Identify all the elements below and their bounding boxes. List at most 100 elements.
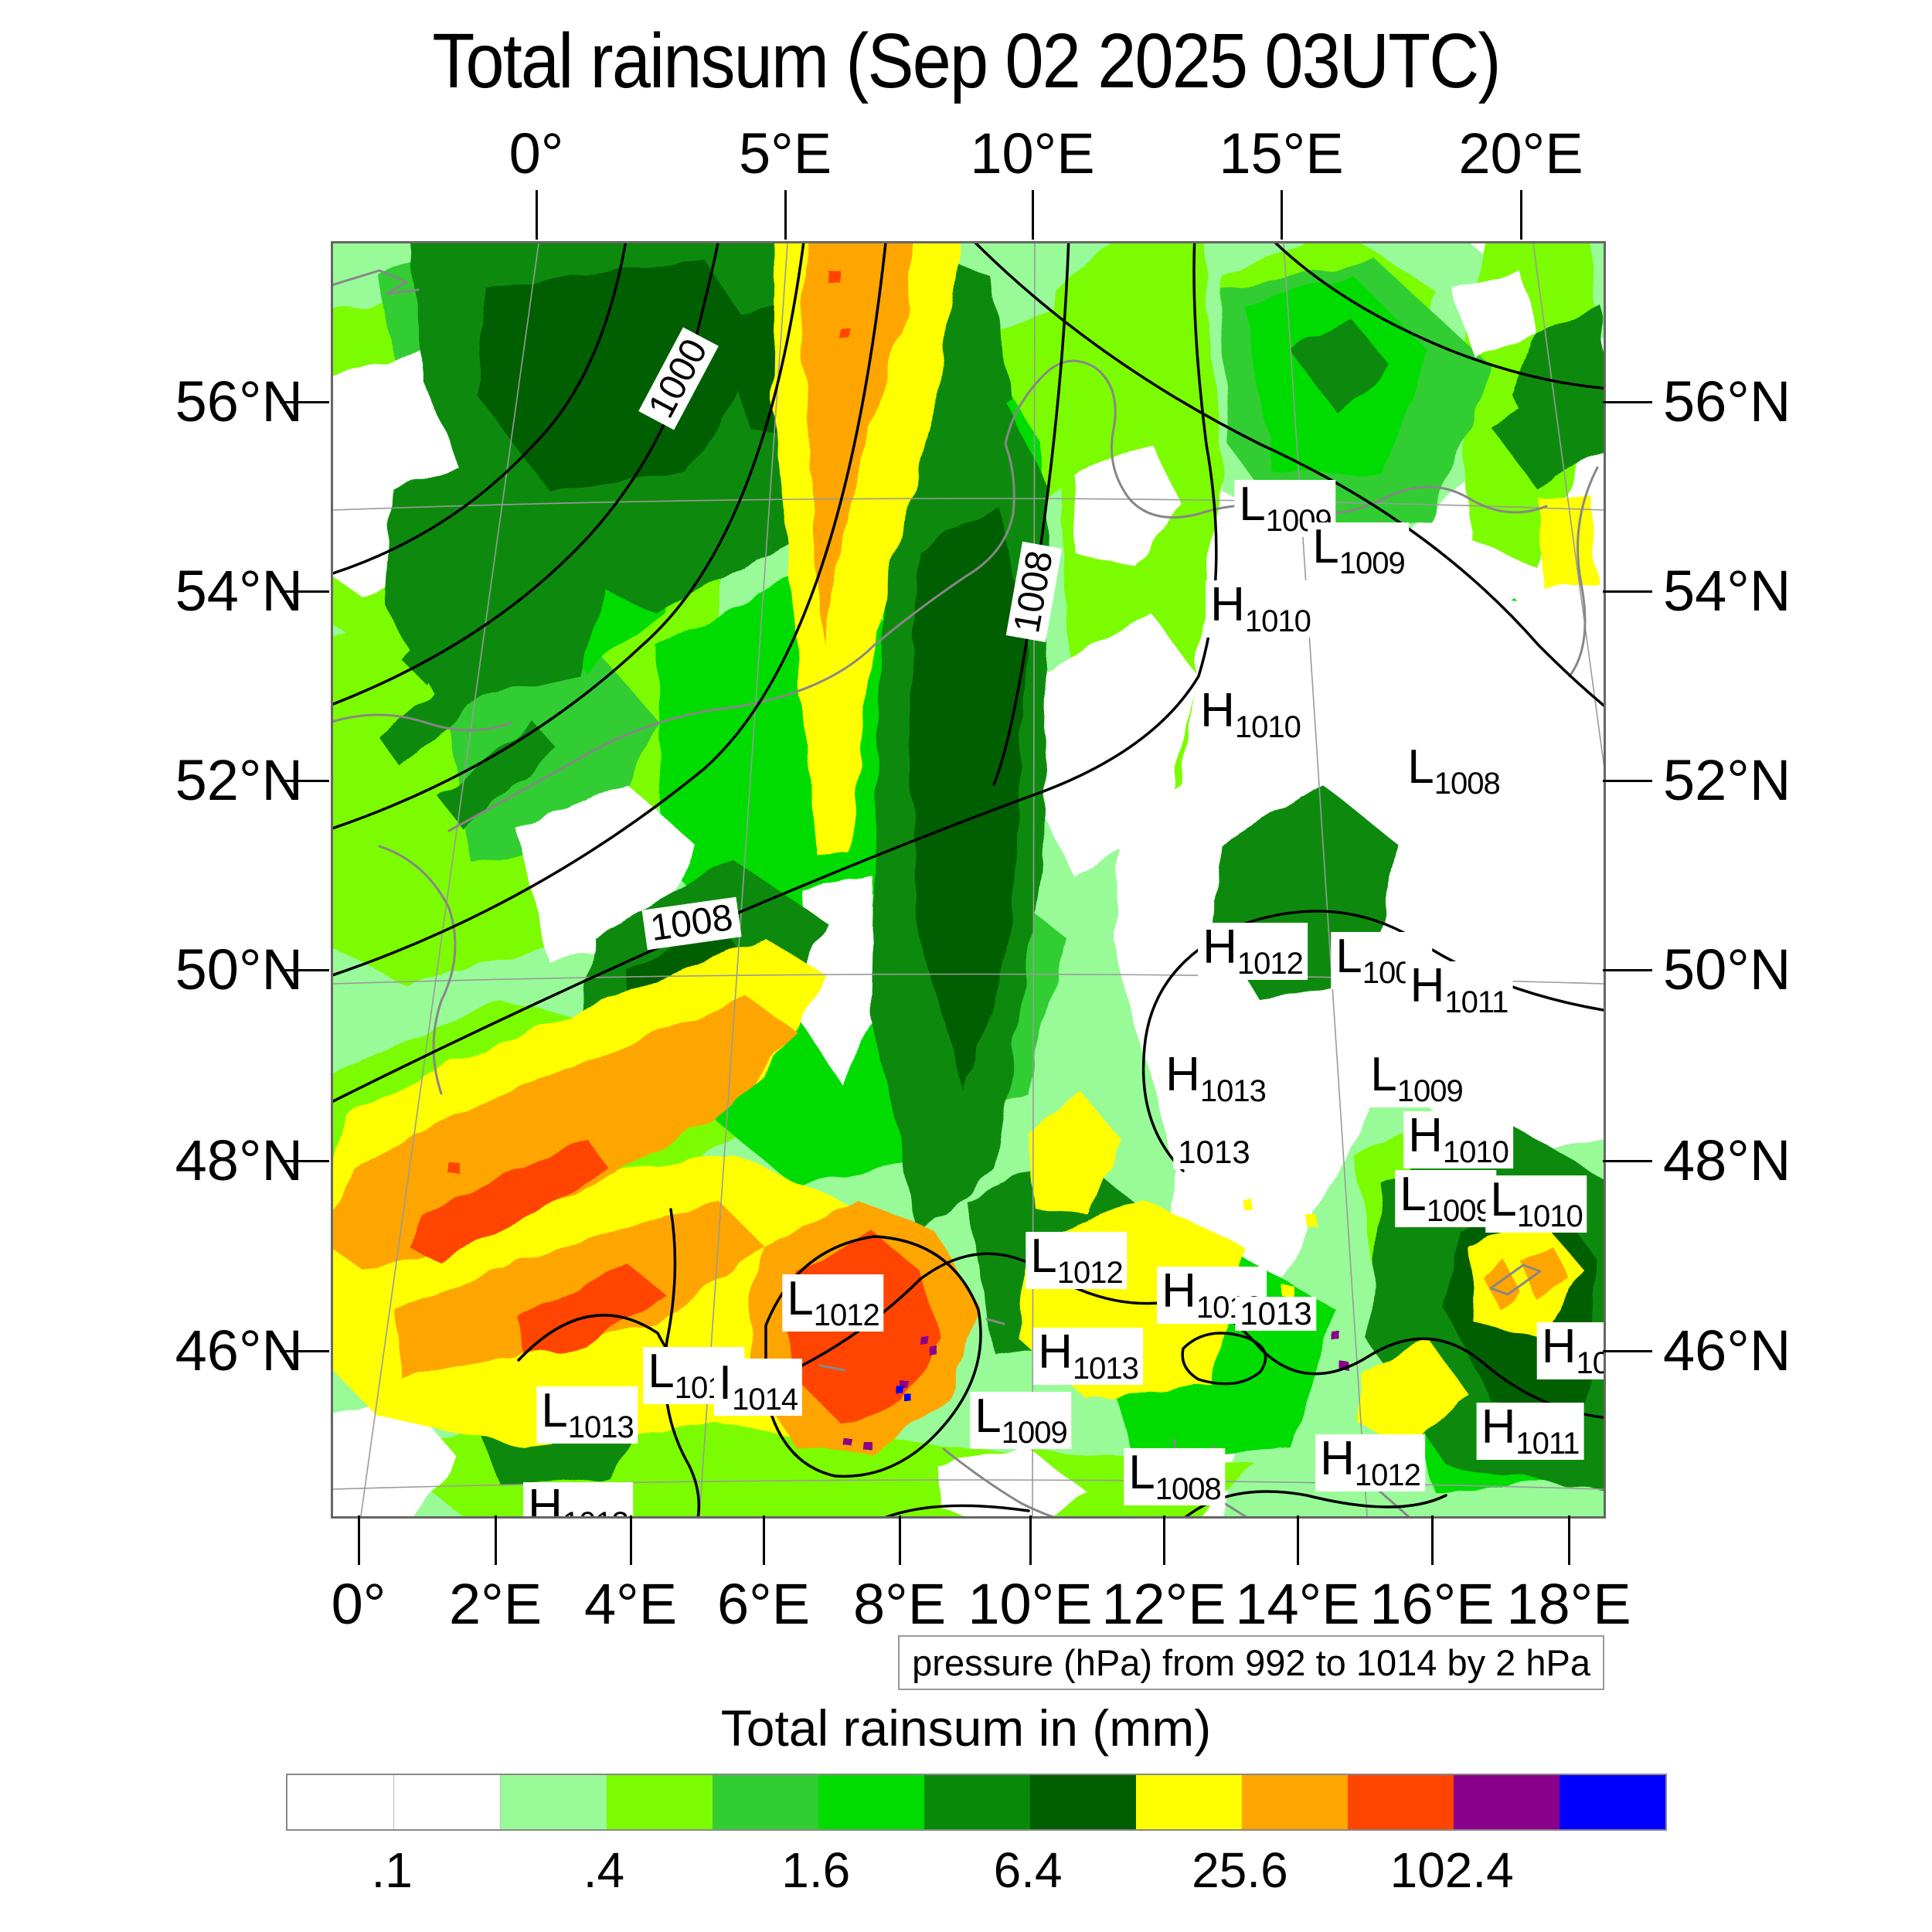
right-axis-tick [1603, 1159, 1652, 1162]
right-axis-label: 52°N [1663, 748, 1791, 812]
legend-tick-label: 6.4 [993, 1842, 1063, 1898]
right-axis-tick [1603, 1349, 1652, 1352]
left-axis-label: 52°N [175, 748, 303, 812]
left-axis-tick [280, 1159, 329, 1162]
legend-tick-label: 25.6 [1192, 1842, 1288, 1898]
right-axis-label: 48°N [1663, 1128, 1791, 1192]
pressure-center-label: L1008 [1124, 1448, 1226, 1505]
bottom-axis-label: 16°E [1369, 1572, 1495, 1636]
left-axis-tick [280, 400, 329, 403]
left-axis-tick [280, 779, 329, 782]
legend-title: Total rainsum in (mm) [720, 1699, 1212, 1757]
contour-value-label: 1013 [1235, 1297, 1317, 1331]
pressure-center-label: L1010 [1485, 1175, 1587, 1233]
top-axis-label: 15°E [1219, 121, 1344, 185]
pressure-center-label: L1012 [782, 1274, 884, 1332]
legend-swatch [607, 1775, 713, 1829]
bottom-axis-label: 14°E [1235, 1572, 1360, 1636]
pressure-center-label: H1012 [1315, 1434, 1425, 1492]
top-axis-label: 10°E [970, 121, 1095, 185]
pressure-center-label: H1012 [1198, 923, 1308, 980]
pressure-center-label: L1008 [1403, 743, 1505, 800]
legend-colorbar [286, 1774, 1667, 1831]
legend-swatch [1030, 1775, 1136, 1829]
pressure-center-label: H1013 [523, 1482, 633, 1516]
top-axis-label: 0° [509, 121, 564, 185]
map-panel: L1009 L1009 H1010 H1010 L1008 H1012 L1009 H1011… [331, 241, 1606, 1519]
bottom-axis-tick [1029, 1515, 1032, 1565]
pressure-center-label: H1010 [1403, 1111, 1513, 1168]
legend-swatch [1560, 1775, 1665, 1829]
legend-swatch [1242, 1775, 1348, 1829]
bottom-axis-tick [1430, 1515, 1434, 1565]
pressure-center-label: L1012 [1026, 1232, 1128, 1289]
right-axis-tick [1603, 400, 1652, 403]
bottom-axis-tick [494, 1515, 497, 1565]
left-axis-tick [280, 968, 329, 971]
top-axis-label: 5°E [738, 121, 832, 185]
pressure-center-label: L1009 [970, 1392, 1072, 1449]
left-axis-tick [280, 1349, 329, 1352]
pressure-center-label: H1013 [1161, 1050, 1270, 1107]
bottom-axis-tick [762, 1515, 765, 1565]
right-axis-tick [1603, 779, 1652, 782]
legend-swatch [924, 1775, 1030, 1829]
contour-value-label: 1013 [1173, 1135, 1255, 1169]
bottom-axis-tick [1296, 1515, 1299, 1565]
pressure-center-label: L1009 [1366, 1050, 1468, 1107]
bottom-axis-label: 8°E [852, 1572, 947, 1636]
map-graphic [333, 243, 1604, 1516]
legend-swatch [287, 1775, 394, 1829]
legend-tick-label: .1 [371, 1842, 413, 1898]
top-axis-tick [1519, 190, 1522, 240]
bottom-axis-tick [357, 1515, 360, 1565]
bottom-axis-tick [629, 1515, 632, 1565]
left-axis-label: 56°N [175, 369, 303, 434]
pressure-center-label: H1011 [1476, 1403, 1584, 1460]
rain-field [333, 243, 1604, 1516]
pressure-center-label: L1013 [536, 1386, 638, 1444]
legend-swatch [818, 1775, 924, 1829]
legend-tick-label: 102.4 [1389, 1842, 1514, 1898]
right-axis-tick [1603, 968, 1652, 971]
pressure-center-label: H1013 [1157, 1267, 1267, 1324]
legend-swatch [713, 1775, 818, 1829]
right-axis-label: 50°N [1663, 937, 1791, 1002]
left-axis-label: 48°N [175, 1128, 303, 1192]
legend-swatch [501, 1775, 607, 1829]
bottom-axis-label: 12°E [1101, 1572, 1226, 1636]
legend-swatch [1136, 1775, 1242, 1829]
top-axis-label: 20°E [1458, 121, 1583, 185]
chart-title: Total rainsum (Sep 02 2025 03UTC) [432, 18, 1501, 104]
pressure-center-label: H101 [1536, 1322, 1604, 1379]
legend-swatch [394, 1775, 501, 1829]
pressure-center-label: L1009 [1308, 522, 1410, 580]
top-axis-tick [1031, 190, 1034, 240]
right-axis-label: 54°N [1663, 559, 1791, 623]
pressure-center-label: H1011 [1405, 961, 1513, 1019]
left-axis-tick [280, 590, 329, 593]
bottom-axis-tick [1567, 1515, 1570, 1565]
legend-swatch [1454, 1775, 1560, 1829]
legend-swatch [1348, 1775, 1454, 1829]
bottom-axis-label: 6°E [716, 1572, 811, 1636]
legend-tick-label: .4 [583, 1842, 625, 1898]
right-axis-tick [1603, 590, 1652, 593]
bottom-axis-label: 10°E [968, 1572, 1093, 1636]
right-axis-label: 46°N [1663, 1318, 1791, 1383]
pressure-center-label: L1009 [1395, 1170, 1497, 1227]
bottom-axis-tick [898, 1515, 901, 1565]
bottom-axis-label: 18°E [1506, 1572, 1631, 1636]
legend-tick-label: 1.6 [781, 1842, 851, 1898]
top-axis-tick [784, 190, 787, 240]
bottom-axis-label: 2°E [448, 1572, 543, 1636]
bottom-axis-tick [1162, 1515, 1165, 1565]
pressure-center-label: I1014 [713, 1359, 803, 1416]
bottom-axis-label: 0° [331, 1572, 386, 1636]
pressure-center-label: L1009 [1234, 480, 1336, 537]
top-axis-tick [535, 190, 538, 240]
top-axis-tick [1280, 190, 1283, 240]
left-axis-label: 50°N [175, 937, 303, 1002]
pressure-center-label: H1010 [1196, 686, 1305, 743]
